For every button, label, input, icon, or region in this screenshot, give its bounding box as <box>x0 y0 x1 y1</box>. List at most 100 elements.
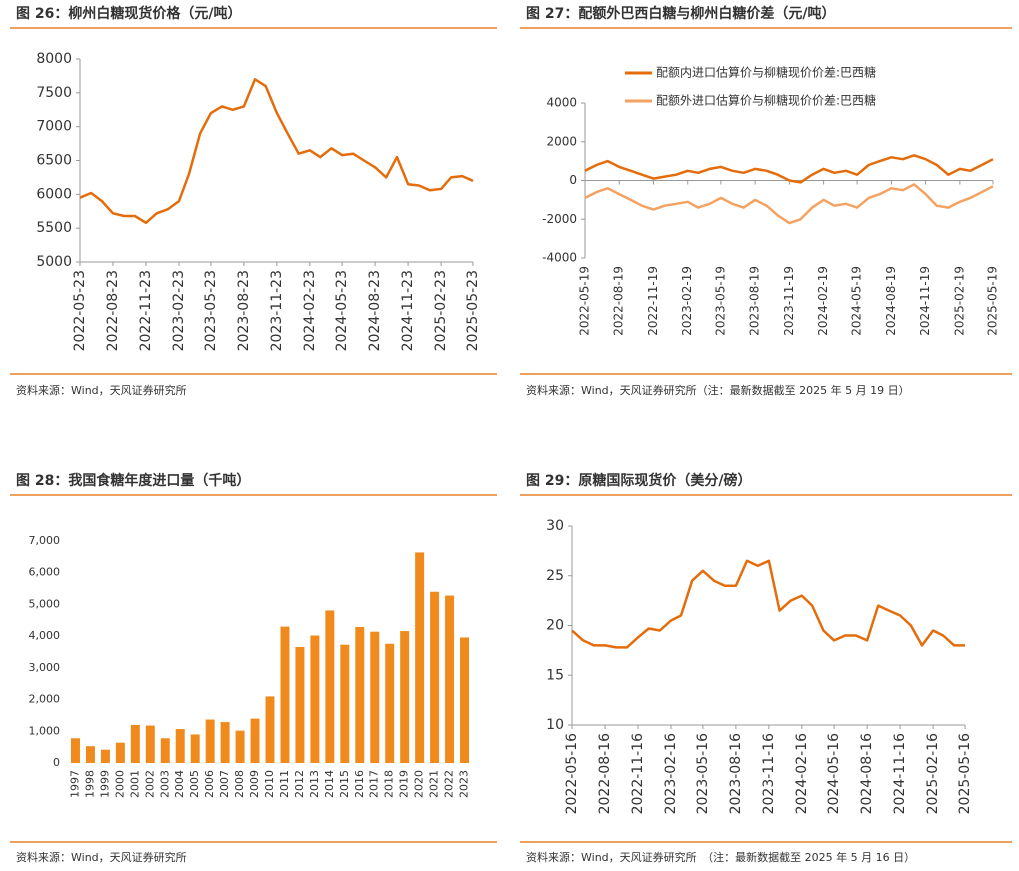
x-tick-label: 2012 <box>293 770 306 798</box>
x-tick-label: 2022-11-23 <box>138 270 154 351</box>
y-tick-label: 2000 <box>546 134 577 148</box>
x-tick-label: 2024-11-19 <box>918 266 932 336</box>
y-tick-label: 1,000 <box>29 724 61 737</box>
x-tick-label: 2022-11-16 <box>630 733 646 814</box>
line-series <box>79 78 474 225</box>
bar <box>85 746 95 763</box>
x-tick-label: 2023-08-23 <box>236 270 252 351</box>
bar <box>115 742 125 763</box>
y-tick-label: -4000 <box>542 251 577 265</box>
x-tick-label: 2009 <box>248 770 261 798</box>
source-note: 资料来源：Wind，天风证券研究所 （注：最新数据截至 2025 年 5 月 1… <box>526 850 915 864</box>
line-series <box>571 559 965 649</box>
y-tick-label: 25 <box>546 568 564 584</box>
x-tick-label: 2022-11-19 <box>646 266 660 336</box>
figure-title: 图 26：柳州白糖现货价格（元/吨） <box>16 5 241 22</box>
x-tick-label: 2005 <box>188 770 201 798</box>
bar <box>70 738 80 763</box>
x-tick-label: 2002 <box>143 770 156 798</box>
line-series <box>584 183 994 225</box>
y-tick-label: 6000 <box>36 186 72 202</box>
bar <box>445 595 455 763</box>
bar <box>190 734 200 763</box>
bar <box>430 591 440 763</box>
x-tick-label: 2007 <box>218 770 231 798</box>
bar <box>175 729 185 763</box>
x-tick-label: 2025-05-19 <box>986 266 1000 336</box>
y-tick-label: 20 <box>546 618 564 634</box>
y-tick-label: 10 <box>546 717 564 733</box>
x-tick-label: 2022-08-16 <box>597 733 613 814</box>
legend-label: 配额外进口估算价与柳糖现价价差:巴西糖 <box>656 93 876 108</box>
y-tick-label: 8000 <box>36 51 72 67</box>
x-tick-label: 2025-05-23 <box>465 270 481 351</box>
bar <box>205 719 215 763</box>
y-tick-label: 7,000 <box>29 534 61 547</box>
x-tick-label: 2023-05-16 <box>695 733 711 814</box>
x-tick-label: 2022 <box>443 770 456 798</box>
y-tick-label: -2000 <box>542 212 577 226</box>
y-tick-label: 0 <box>569 173 577 187</box>
x-tick-label: 2015 <box>338 770 351 798</box>
y-tick-label: 5000 <box>36 254 72 270</box>
x-tick-label: 2025-02-23 <box>433 270 449 351</box>
x-tick-label: 2013 <box>308 770 321 798</box>
y-tick-label: 5,000 <box>29 597 61 610</box>
bar <box>460 637 470 763</box>
figure-title: 图 27：配额外巴西白糖与柳州白糖价差（元/吨） <box>526 5 835 22</box>
source-note: 资料来源：Wind，天风证券研究所 <box>16 850 187 864</box>
y-tick-label: 7500 <box>36 85 72 101</box>
source-note: 资料来源：Wind，天风证券研究所（注：最新数据截至 2025 年 5 月 19… <box>526 383 910 397</box>
x-tick-label: 2023-11-23 <box>269 270 285 351</box>
x-tick-label: 2023-05-23 <box>203 270 219 351</box>
x-tick-label: 2023-11-16 <box>761 733 777 814</box>
x-tick-label: 2010 <box>263 770 276 798</box>
figure-title: 图 29：原糖国际现货价（美分/磅） <box>526 472 751 489</box>
x-tick-label: 2023-08-19 <box>748 266 762 336</box>
y-tick-label: 3,000 <box>29 661 61 674</box>
x-tick-label: 2025-05-16 <box>957 733 973 814</box>
x-tick-label: 2011 <box>278 770 291 798</box>
x-tick-label: 2023-02-19 <box>680 266 694 336</box>
bar <box>310 635 320 763</box>
x-tick-label: 2021 <box>428 770 441 798</box>
x-tick-label: 1997 <box>68 770 81 798</box>
bar <box>340 644 350 763</box>
bar <box>220 722 230 763</box>
x-tick-label: 2018 <box>383 770 396 798</box>
bar <box>280 626 290 763</box>
y-tick-label: 4,000 <box>29 629 61 642</box>
x-tick-label: 2024-11-23 <box>400 270 416 351</box>
x-tick-label: 2024-02-16 <box>794 733 810 814</box>
x-tick-label: 2024-05-23 <box>334 270 350 351</box>
y-tick-label: 5500 <box>36 220 72 236</box>
bar <box>355 626 365 763</box>
bar <box>100 749 110 763</box>
x-tick-label: 2025-02-16 <box>925 733 941 814</box>
x-tick-label: 2023 <box>458 770 471 798</box>
x-tick-label: 2023-08-16 <box>728 733 744 814</box>
bar <box>415 552 425 763</box>
y-tick-label: 30 <box>546 518 564 534</box>
x-tick-label: 2022-08-23 <box>105 270 121 351</box>
x-tick-label: 2024-02-19 <box>816 266 830 336</box>
y-tick-label: 4000 <box>546 96 577 110</box>
y-tick-label: 15 <box>546 667 564 683</box>
x-tick-label: 2020 <box>413 770 426 798</box>
x-tick-label: 2000 <box>113 770 126 798</box>
x-tick-label: 2024-08-23 <box>367 270 383 351</box>
y-tick-label: 6500 <box>36 153 72 169</box>
x-tick-label: 2014 <box>323 770 336 798</box>
x-tick-label: 2017 <box>368 770 381 798</box>
bar <box>325 610 335 763</box>
x-tick-label: 2022-05-16 <box>564 733 580 814</box>
x-tick-label: 2022-05-23 <box>72 270 88 351</box>
legend-label: 配额内进口估算价与柳糖现价价差:巴西糖 <box>656 65 876 80</box>
x-tick-label: 2008 <box>233 770 246 798</box>
x-tick-label: 2022-05-19 <box>578 266 592 336</box>
source-note: 资料来源：Wind，天风证券研究所 <box>16 383 187 397</box>
x-tick-label: 2004 <box>173 770 186 798</box>
x-tick-label: 2001 <box>128 770 141 798</box>
bar <box>385 643 395 763</box>
